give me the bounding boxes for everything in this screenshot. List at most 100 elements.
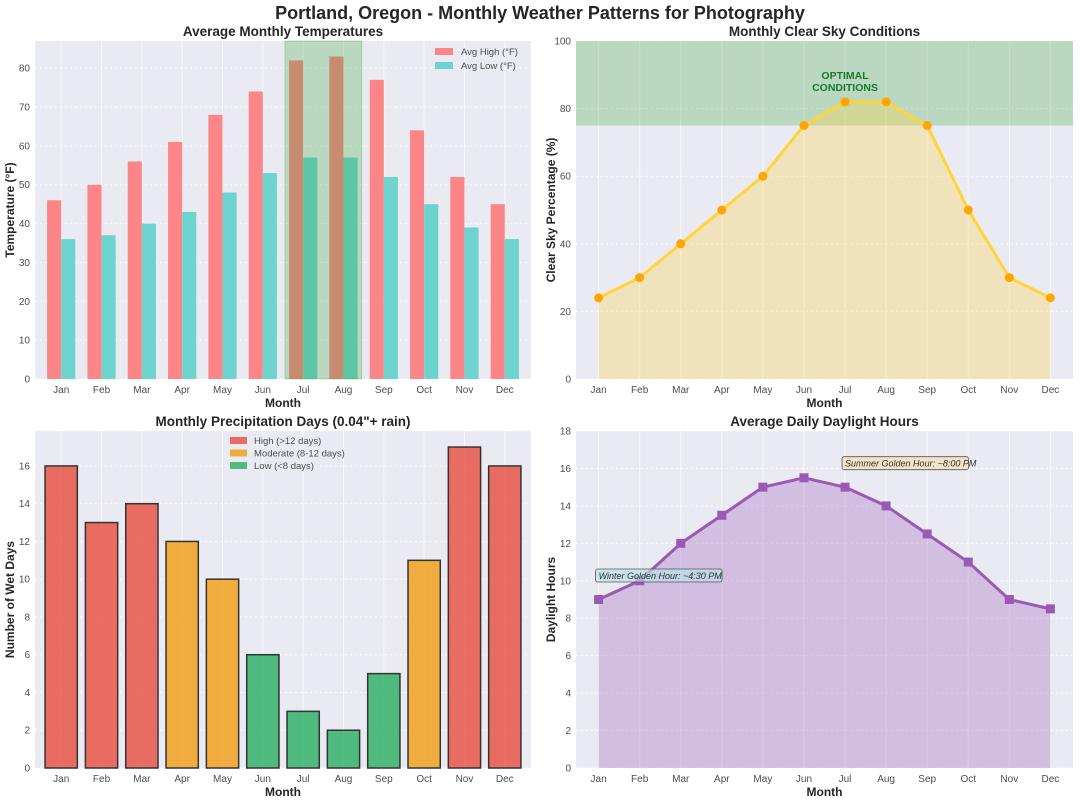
precipitation-ytick-label: 4 [24, 688, 30, 699]
daylight-point [594, 595, 604, 604]
temperature-xtick-label: Oct [416, 385, 432, 396]
precipitation-xtick-label: Feb [93, 774, 111, 785]
clear-sky-point [635, 273, 645, 283]
temperature-ytick-label: 60 [19, 141, 31, 152]
daylight-point [922, 529, 932, 539]
clear-sky-point [594, 293, 604, 303]
bar-wet-days [44, 465, 79, 769]
clear-sky-area [598, 101, 1051, 379]
daylight-ytick-label: 12 [560, 539, 572, 550]
legend-swatch [435, 62, 453, 69]
daylight-point [717, 510, 727, 520]
bar-wet-days [326, 729, 361, 769]
clear-sky-xtick-label: Jul [839, 385, 852, 396]
legend-label: High (>12 days) [254, 436, 321, 447]
bar-wet-days [124, 502, 159, 769]
bar-avg-low [222, 192, 237, 379]
clear-sky-point [840, 97, 850, 107]
temperature-xtick-label: Feb [93, 385, 111, 396]
bar-wet-days [84, 521, 119, 769]
bar-avg-high [490, 204, 505, 379]
daylight-point [881, 501, 891, 511]
daylight-ytick-label: 6 [565, 651, 571, 662]
legend-swatch [230, 462, 247, 469]
bar-avg-low [101, 235, 116, 379]
daylight-xaxis-label: Month [807, 785, 843, 799]
clear-sky-ytick-label: 20 [560, 307, 572, 318]
temperature-ytick-label: 40 [19, 219, 31, 230]
clear-sky-point [758, 171, 768, 181]
clear-sky-xtick-label: Apr [714, 385, 730, 396]
clear-sky-ytick-label: 80 [560, 104, 572, 115]
legend-swatch [230, 449, 247, 457]
daylight-xtick-label: Oct [960, 774, 976, 785]
clear-sky-point [1004, 273, 1014, 283]
bar-avg-high [208, 114, 223, 379]
bar-wet-days [245, 653, 280, 769]
precipitation-xaxis-label: Month [265, 785, 301, 799]
precipitation-xtick-label: May [213, 774, 232, 785]
daylight-xtick-label: Jul [839, 774, 852, 785]
precipitation-xtick-label: Jun [255, 774, 271, 785]
golden-hour-annotation: Winter Golden Hour: ~4:30 PM [599, 571, 723, 581]
precipitation-ytick-label: 6 [24, 650, 30, 661]
daylight-point [963, 557, 973, 567]
precipitation-chart-group: 0 2 4 6 8 10 12 14 16 Jan Feb Mar Apr May Jun Jul Aug Sep… [3, 414, 531, 799]
daylight-xtick-label: Feb [631, 774, 649, 785]
daylight-area [598, 477, 1051, 768]
clear-sky-yaxis-label: Clear Sky Percentage (%) [544, 138, 558, 283]
daylight-ytick-label: 0 [565, 764, 571, 775]
temperature-ytick-label: 20 [19, 297, 31, 308]
precipitation-ytick-label: 0 [24, 764, 30, 775]
clear-sky-xtick-label: May [753, 385, 772, 396]
golden-hour-annotation-box [595, 568, 723, 583]
daylight-ytick-label: 10 [560, 576, 572, 587]
clear-sky-ytick-label: 40 [560, 239, 572, 250]
daylight-xtick-label: May [753, 774, 772, 785]
precipitation-title: Monthly Precipitation Days (0.04"+ rain) [155, 414, 410, 429]
daylight-xtick-label: Apr [714, 774, 730, 785]
temperature-ytick-label: 70 [19, 103, 31, 114]
daylight-ytick-label: 16 [560, 464, 572, 475]
daylight-ytick-label: 14 [560, 501, 572, 512]
temperature-xtick-label: Jul [297, 385, 310, 396]
golden-hour-annotation-box [841, 456, 969, 471]
clear-sky-xtick-label: Feb [631, 385, 649, 396]
bar-avg-high [289, 60, 304, 379]
clear-sky-point [922, 121, 932, 130]
legend-swatch [230, 437, 247, 444]
daylight-ytick-label: 18 [560, 427, 572, 438]
daylight-xtick-label: Dec [1042, 774, 1060, 785]
temperature-xtick-label: Jan [53, 385, 69, 396]
temperature-ytick-label: 50 [19, 180, 31, 191]
legend-label: Low (<8 days) [254, 461, 314, 472]
daylight-xtick-label: Jan [591, 774, 607, 785]
bar-avg-low [262, 173, 277, 379]
temperature-xtick-label: Sep [375, 385, 393, 396]
precipitation-ytick-label: 8 [24, 612, 30, 623]
clear-sky-plot-background [576, 41, 1073, 379]
bar-avg-low [424, 204, 439, 379]
bar-avg-low [464, 227, 479, 379]
clear-sky-xtick-label: Sep [918, 385, 936, 396]
clear-sky-ytick-label: 100 [554, 37, 571, 48]
bar-wet-days [165, 540, 200, 769]
clear-sky-xtick-label: Aug [877, 385, 895, 396]
bar-avg-low [303, 157, 318, 379]
clear-sky-xaxis-label: Month [807, 396, 843, 410]
clear-sky-line [597, 100, 1052, 300]
temperature-xtick-label: Apr [174, 385, 190, 396]
daylight-xtick-label: Aug [877, 774, 895, 785]
daylight-point [799, 473, 809, 483]
clear-sky-point [1045, 293, 1055, 303]
clear-sky-ytick-label: 0 [565, 375, 571, 386]
daylight-xtick-label: Nov [1000, 774, 1018, 785]
optimal-conditions-band [576, 41, 1073, 126]
clear-sky-xtick-label: Nov [1000, 385, 1018, 396]
bar-avg-high [450, 176, 465, 379]
daylight-point [840, 482, 850, 492]
bar-avg-high [248, 91, 263, 380]
precipitation-xtick-label: Mar [133, 774, 151, 785]
bar-avg-high [47, 200, 62, 379]
